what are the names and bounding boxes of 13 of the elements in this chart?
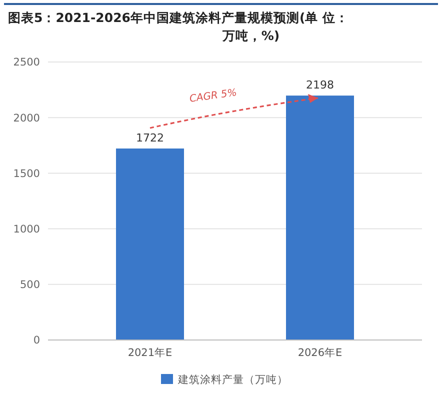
- x-tick-label: 2021年E: [128, 347, 172, 359]
- y-tick-label: 1500: [13, 168, 40, 180]
- legend-label: 建筑涂料产量（万吨）: [177, 373, 288, 386]
- y-tick-label: 500: [20, 279, 40, 292]
- chart-title: 图表5：2021-2026年中国建筑涂料产量规模预测(单 位：万吨，%): [8, 10, 349, 43]
- data-label: 1722: [136, 132, 164, 145]
- y-tick-label: 1000: [13, 223, 40, 236]
- y-tick-label: 2500: [13, 56, 40, 69]
- annotation: CAGR 5%: [188, 87, 238, 105]
- y-tick-label: 2000: [13, 112, 40, 124]
- x-tick-label: 2026年E: [298, 347, 342, 359]
- y-tick-label: 0: [33, 334, 40, 347]
- data-label: 2198: [306, 78, 334, 92]
